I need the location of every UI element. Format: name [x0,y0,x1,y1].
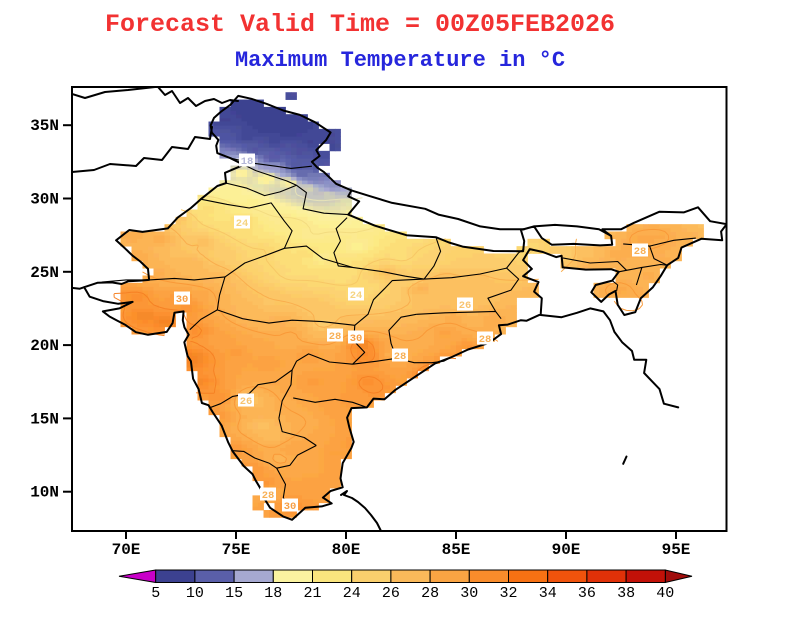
svg-text:30: 30 [176,294,189,306]
svg-text:28: 28 [479,334,492,346]
svg-text:36: 36 [578,585,596,602]
svg-text:24: 24 [236,218,249,230]
svg-text:30N: 30N [30,191,59,209]
svg-text:30: 30 [460,585,478,602]
svg-text:35N: 35N [30,117,59,135]
svg-text:80E: 80E [332,541,361,559]
svg-text:28: 28 [421,585,439,602]
svg-text:30: 30 [350,333,363,345]
svg-text:Forecast Valid Time = 00Z05FEB: Forecast Valid Time = 00Z05FEB2026 [105,10,615,39]
svg-text:5: 5 [151,585,160,602]
svg-text:20N: 20N [30,337,59,355]
svg-text:18: 18 [264,585,282,602]
svg-text:34: 34 [539,585,557,602]
svg-text:30: 30 [284,501,297,513]
svg-text:18: 18 [241,156,254,168]
svg-text:15: 15 [225,585,243,602]
svg-text:28: 28 [634,246,647,258]
svg-text:10: 10 [186,585,204,602]
svg-text:15N: 15N [30,410,59,428]
svg-text:24: 24 [343,585,361,602]
svg-text:10N: 10N [30,484,59,502]
svg-text:40: 40 [656,585,674,602]
svg-text:75E: 75E [222,541,251,559]
svg-text:25N: 25N [30,264,59,282]
svg-text:24: 24 [350,290,363,302]
svg-text:26: 26 [459,300,472,312]
svg-text:85E: 85E [442,541,471,559]
svg-text:Maximum Temperature in °C: Maximum Temperature in °C [235,48,565,73]
svg-text:32: 32 [499,585,517,602]
svg-text:70E: 70E [112,541,141,559]
svg-text:28: 28 [262,490,275,502]
svg-text:95E: 95E [662,541,691,559]
svg-text:28: 28 [329,331,342,343]
svg-text:26: 26 [382,585,400,602]
svg-text:28: 28 [394,351,407,363]
svg-text:38: 38 [617,585,635,602]
svg-text:26: 26 [240,396,253,408]
svg-text:90E: 90E [552,541,581,559]
svg-text:21: 21 [303,585,321,602]
